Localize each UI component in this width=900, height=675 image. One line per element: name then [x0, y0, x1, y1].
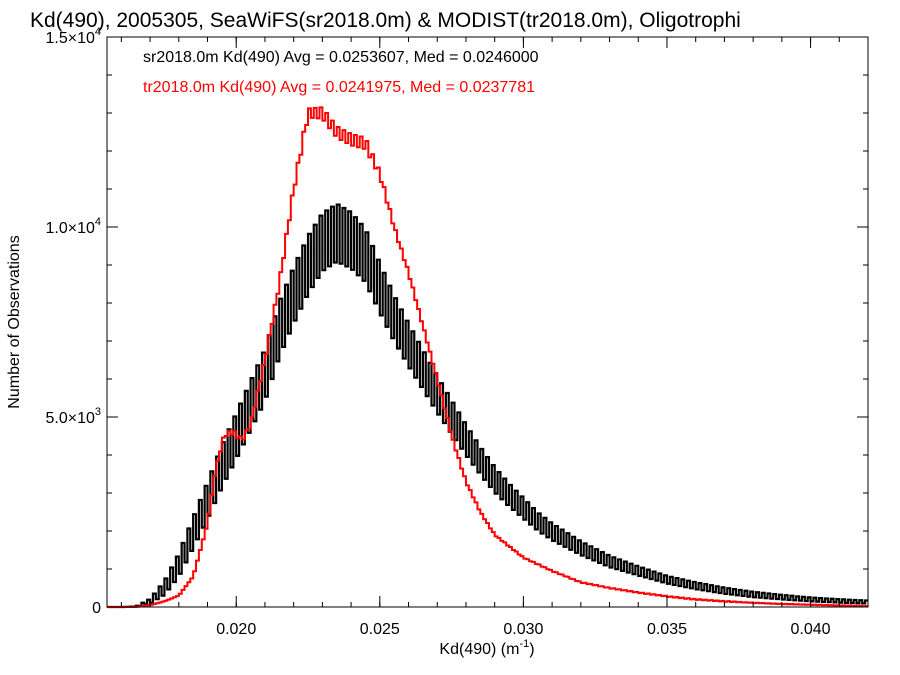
tick-layer: 0.020 0.025 0.030 0.035 0.040 0 5.0×103 1.0×104… — [45, 26, 868, 638]
legend-entry-tr2018: tr2018.0m Kd(490) Avg = 0.0241975, Med =… — [143, 79, 535, 96]
x-tick-label: 0.025 — [360, 621, 400, 638]
x-tick-label: 0.020 — [216, 621, 256, 638]
x-tick-label: 0.030 — [503, 621, 543, 638]
series-layer — [107, 106, 868, 609]
y-tick-label: 1.0×104 — [45, 216, 101, 237]
x-axis-label-close: ) — [529, 641, 534, 658]
y-axis-label: Number of Observations — [6, 235, 23, 408]
x-axis-label-sup: -1 — [519, 638, 529, 650]
x-axis-label: Kd(490) (m-1) — [439, 638, 534, 658]
legend: sr2018.0m Kd(490) Avg = 0.0253607, Med =… — [143, 49, 539, 96]
series-line-sr2018.0m — [107, 203, 868, 609]
y-tick-label: 0 — [92, 600, 101, 617]
plot-frame — [106, 36, 869, 608]
series-line-tr2018.0m — [107, 106, 868, 608]
legend-entry-sr2018: sr2018.0m Kd(490) Avg = 0.0253607, Med =… — [143, 49, 539, 66]
y-tick-label: 1.5×104 — [45, 26, 101, 47]
chart-title: Kd(490), 2005305, SeaWiFS(sr2018.0m) & M… — [30, 9, 741, 32]
x-axis-label-text: Kd(490) (m — [439, 641, 519, 658]
x-tick-label: 0.035 — [647, 621, 687, 638]
y-tick-label: 5.0×103 — [45, 406, 101, 427]
x-tick-label: 0.040 — [791, 621, 831, 638]
plot-area: 0.020 0.025 0.030 0.035 0.040 0 5.0×103 1.0×104… — [45, 26, 869, 638]
